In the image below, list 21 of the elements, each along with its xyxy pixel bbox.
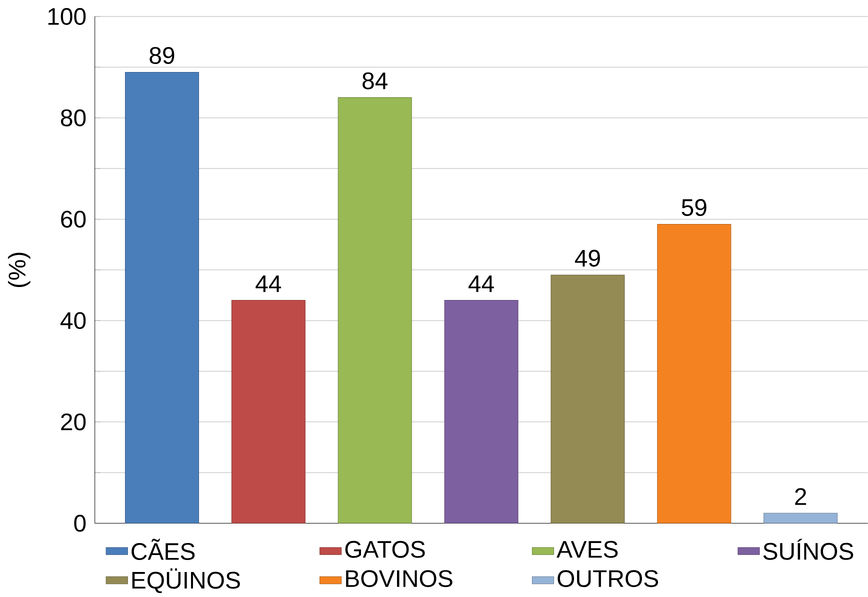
y-tick-label: 60 <box>61 210 86 228</box>
y-tick-label: 0 <box>74 514 86 532</box>
y-tick-label: 20 <box>61 413 86 430</box>
data-label: 89 <box>150 46 174 64</box>
data-label: 84 <box>362 72 388 90</box>
legend-label: EQÜINOS <box>132 568 240 593</box>
legend-label: GATOS <box>345 540 425 558</box>
data-label: 49 <box>574 250 600 267</box>
legend-label: AVES <box>556 540 618 558</box>
data-label: 44 <box>468 275 494 292</box>
y-axis-title: (%) <box>8 252 30 287</box>
legend-label: CÃES <box>132 538 195 560</box>
data-label: 59 <box>682 198 706 216</box>
y-tick-label: 40 <box>60 312 86 329</box>
legend-label: OUTROS <box>558 570 658 588</box>
y-tick-label: 100 <box>48 8 86 25</box>
legend-label: SUÍNOS <box>763 538 854 560</box>
y-tick-label: 80 <box>60 109 86 126</box>
data-label: 2 <box>795 488 806 505</box>
data-label: 44 <box>256 275 282 292</box>
legend-label: BOVINOS <box>346 570 452 588</box>
